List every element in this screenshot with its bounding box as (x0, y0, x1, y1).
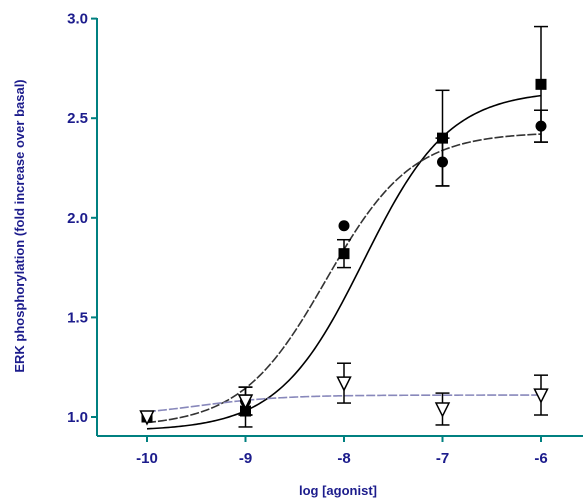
y-tick-label: 3.0 (67, 11, 88, 28)
x-tick-label: -9 (239, 450, 252, 467)
square-point (535, 78, 547, 90)
circle-point (535, 120, 547, 132)
error-bars (238, 25, 548, 428)
x-tick-label: -6 (534, 450, 547, 467)
x-tick-label: -7 (436, 450, 449, 467)
circle-point (437, 156, 448, 168)
y-tick-label: 2.5 (67, 110, 88, 127)
square-point (240, 405, 251, 417)
x-axis-title: log [agonist] (299, 483, 377, 498)
fit-curve-1 (146, 94, 542, 430)
data-points (139, 78, 549, 426)
triangle-point (237, 394, 254, 410)
y-tick-label: 2.0 (67, 210, 88, 227)
y-tick-label: 1.0 (67, 409, 88, 426)
triangle-point (434, 402, 451, 418)
fit-curve-3 (146, 394, 542, 413)
axes: 1.0 1.5 2.0 2.5 3.0 -10 -9 -8 -7 -6 (67, 11, 583, 467)
x-tick-label: -10 (136, 450, 158, 467)
square-point (338, 248, 350, 260)
triangle-point (139, 410, 155, 426)
triangle-point (336, 376, 352, 392)
y-tick-label: 1.5 (67, 309, 88, 326)
circle-point (338, 220, 350, 232)
y-axis-title: ERK phosphorylation (fold increase over … (12, 79, 27, 372)
triangle-point (533, 388, 549, 404)
square-point (437, 132, 448, 144)
x-tick-label: -8 (337, 450, 350, 467)
labels: log [agonist] ERK phosphorylation (fold … (12, 79, 377, 498)
